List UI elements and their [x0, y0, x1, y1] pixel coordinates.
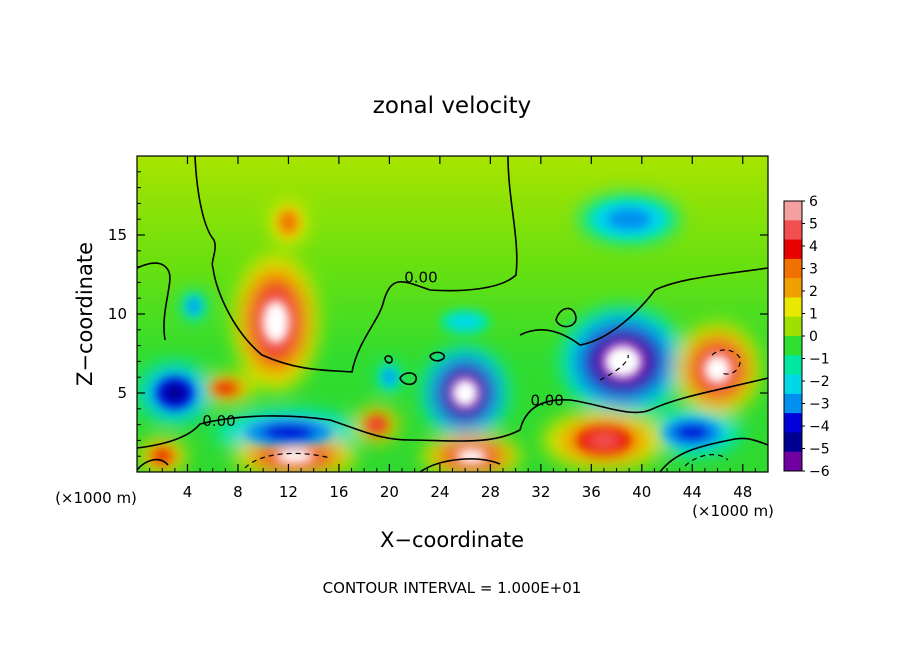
dashed-contour-3: [599, 354, 629, 381]
colorbar-swatch-8: [784, 355, 802, 376]
x-tick-label-5: 24: [430, 483, 449, 501]
colorbar-label-8: −2: [809, 374, 830, 390]
zero-contour-mid: [137, 377, 768, 449]
x-tick-label-7: 32: [531, 483, 550, 501]
y-tick-label-1: 10: [108, 305, 127, 323]
field-feature-5-ring-2: [606, 207, 652, 231]
field-feature-0-ring-3: [281, 213, 296, 232]
field-feature-3-ring-4: [164, 383, 186, 403]
field-feature-1-ring-7: [267, 308, 285, 336]
dashed-contour-4: [711, 349, 741, 375]
colorbar-label-10: −4: [809, 419, 830, 435]
field-feature-7-ring-7: [456, 384, 474, 402]
colorbar-swatch-11: [784, 413, 802, 433]
zero-contour-bottom-left: [137, 458, 169, 471]
colorbar-label-1: 5: [809, 217, 818, 233]
x-tick-label-6: 28: [481, 483, 500, 501]
x-tick-label-8: 36: [582, 483, 601, 501]
field-feature-14-ring-5: [588, 432, 620, 449]
x-tick-label-2: 12: [279, 483, 298, 501]
zero-contours: [137, 156, 768, 472]
zero-contour-small-loop: [555, 307, 577, 328]
x-tick-label-9: 40: [632, 483, 651, 501]
negative-contours: [244, 349, 741, 469]
contour-interval-note: CONTOUR INTERVAL = 1.000E+01: [323, 579, 582, 597]
zero-contour-right: [519, 267, 768, 346]
colorbar-swatch-4: [784, 278, 802, 298]
colorbar-swatch-1: [784, 220, 802, 241]
colorbar-label-3: 3: [809, 262, 818, 278]
zero-contour-islet-2: [384, 355, 393, 364]
field-feature-12-ring-7: [283, 451, 307, 461]
x-unit-right: (×1000 m): [692, 502, 774, 520]
zero-contour-left: [137, 262, 171, 341]
y-tick-label-2: 15: [108, 226, 127, 244]
field-feature-15-ring-7: [709, 360, 726, 379]
field-feature-2-ring-4: [216, 383, 235, 393]
colorbar-swatch-12: [784, 432, 802, 453]
field-feature-4-ring-2: [188, 299, 200, 314]
colorbar-swatch-0: [784, 201, 802, 221]
x-tick-label-0: 4: [183, 483, 193, 501]
y-tick-label-0: 5: [117, 384, 127, 402]
colorbar-label-12: −6: [809, 464, 830, 480]
colorbar-swatch-6: [784, 316, 802, 337]
contour-labels: 0.00 0.00 0.00: [202, 268, 564, 430]
zero-contour-bottom-mid: [419, 458, 501, 472]
colorbar: 6 5 4 3 2 1 0 −1 −2 −3 −4 −5 −6: [783, 194, 830, 480]
colorbar-label-0: 6: [809, 194, 818, 210]
x-tick-label-10: 44: [683, 483, 702, 501]
zero-contour-islet-3: [429, 351, 445, 362]
field-feature-11-ring-3: [674, 424, 710, 441]
field-feature-16-ring-5: [371, 420, 383, 430]
colorbar-swatch-10: [784, 393, 802, 414]
dashed-contour-2: [684, 454, 729, 467]
colorbar-swatch-13: [784, 451, 802, 472]
colorbar-swatch-2: [784, 239, 802, 260]
field-feature-10-ring-3: [262, 424, 315, 441]
zero-contour-bottom-right: [659, 437, 768, 472]
colorbar-label-4: 2: [809, 284, 818, 300]
y-axis-label: Z−coordinate: [73, 242, 97, 386]
field-feature-9-ring-2: [383, 370, 396, 385]
contour-label-0: 0.00: [404, 268, 437, 286]
x-tick-label-1: 8: [233, 483, 243, 501]
y-axis: 5 10 15: [108, 171, 768, 457]
colorbar-swatch-5: [784, 297, 802, 318]
x-tick-label-11: 48: [733, 483, 752, 501]
x-axis-label: X−coordinate: [380, 528, 524, 552]
colorbar-label-7: −1: [809, 352, 830, 368]
zero-contour-islet-1: [399, 372, 417, 386]
field-feature-8-ring-7: [611, 351, 635, 372]
colorbar-label-9: −3: [809, 397, 830, 413]
colorbar-label-2: 4: [809, 239, 818, 255]
colorbar-swatch-9: [784, 374, 802, 395]
chart-title: zonal velocity: [373, 93, 531, 119]
x-tick-label-4: 20: [380, 483, 399, 501]
zero-contour-upper: [194, 156, 518, 373]
colorbar-label-5: 1: [809, 307, 818, 323]
colorbar-swatch-3: [784, 258, 802, 279]
contour-label-1: 0.00: [202, 412, 235, 430]
contour-label-2: 0.00: [530, 392, 563, 410]
x-tick-label-3: 16: [329, 483, 348, 501]
colorbar-label-11: −5: [809, 442, 830, 458]
plot-area: 0.00 0.00 0.00: [137, 156, 768, 472]
colorbar-swatch-7: [784, 336, 802, 356]
field-feature-6-ring-1: [449, 314, 481, 330]
x-unit-left: (×1000 m): [55, 489, 137, 507]
colorbar-label-6: 0: [809, 329, 818, 345]
x-axis: 4 8 12 16 20 24 28 32 36 40 44 48: [149, 156, 756, 501]
dashed-contour-1: [244, 452, 331, 469]
